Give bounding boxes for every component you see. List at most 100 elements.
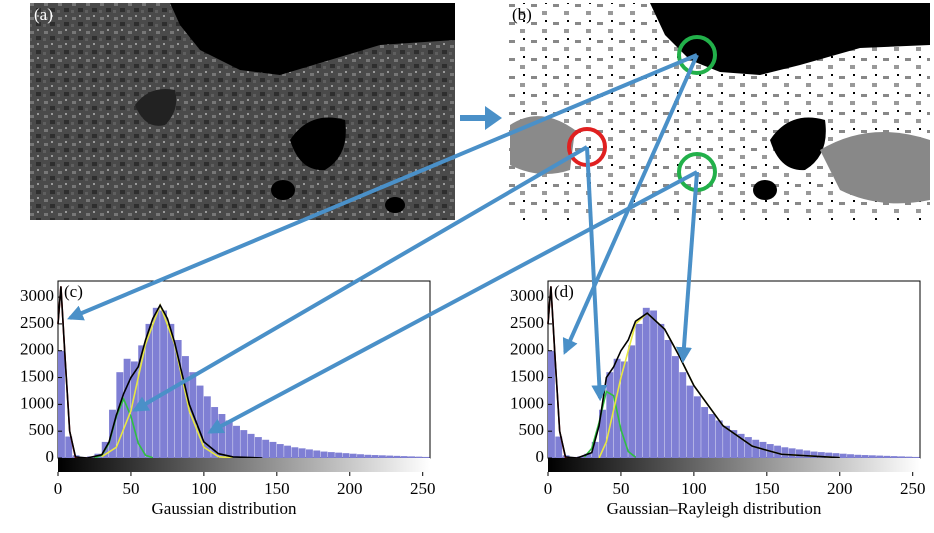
x-axis-label: Gaussian distribution — [152, 499, 297, 518]
y-tick-label: 1000 — [510, 393, 544, 412]
histogram-bar — [277, 444, 284, 458]
histogram-bar — [401, 456, 408, 458]
x-tick-label: 50 — [122, 479, 139, 498]
histogram-bar — [854, 455, 861, 458]
histogram-bar — [701, 407, 708, 458]
x-axis-label: Gaussian–Rayleigh distribution — [607, 499, 822, 518]
histogram-bar — [364, 455, 371, 458]
y-tick-label: 1500 — [20, 366, 54, 385]
histogram-bar — [284, 446, 291, 458]
histogram-bar — [869, 455, 876, 458]
histogram-bar — [672, 356, 679, 458]
histogram-bar — [840, 454, 847, 458]
y-tick-label: 0 — [46, 447, 55, 466]
histogram-bar — [233, 426, 240, 458]
histogram-bar — [847, 454, 854, 458]
histogram-bar — [657, 324, 664, 458]
histogram-bar — [708, 414, 715, 458]
histogram-bar — [313, 450, 320, 458]
x-tick-label: 100 — [681, 479, 707, 498]
histogram-bar — [891, 456, 898, 458]
histogram-bar — [876, 456, 883, 458]
x-tick-label: 150 — [264, 479, 290, 498]
histogram-bar — [803, 450, 810, 458]
histogram-bar — [781, 447, 788, 458]
histogram-bar — [240, 430, 247, 458]
y-tick-label: 2000 — [510, 340, 544, 359]
histogram-bar — [884, 456, 891, 458]
histogram-bar — [789, 448, 796, 458]
histogram-bar — [146, 324, 153, 458]
histogram-bar — [255, 437, 262, 458]
image-a: (a) — [30, 3, 455, 220]
histogram-bar — [796, 449, 803, 458]
histogram-bar — [694, 396, 701, 458]
y-tick-label: 2500 — [510, 313, 544, 332]
y-tick-label: 500 — [29, 420, 55, 439]
histogram-bar — [335, 453, 342, 458]
page: {"images": [{"label": "(a)"}, {"label": … — [0, 0, 934, 528]
histogram-bar — [905, 457, 912, 458]
histogram-bar — [226, 420, 233, 458]
histogram-bar — [270, 442, 277, 458]
y-tick-label: 0 — [536, 447, 545, 466]
histogram-bar — [321, 452, 328, 458]
y-tick-label: 3000 — [20, 286, 54, 305]
y-tick-label: 500 — [519, 420, 545, 439]
histogram-bar — [408, 456, 415, 458]
image-b: (b) — [508, 3, 930, 220]
histogram-bar — [342, 453, 349, 458]
x-tick-label: 50 — [612, 479, 629, 498]
histogram-bar — [394, 456, 401, 458]
histogram-bar — [423, 457, 430, 458]
x-tick-label: 0 — [54, 479, 63, 498]
histogram-bar — [687, 386, 694, 458]
image-label: (b) — [512, 5, 532, 24]
image-label: (a) — [34, 5, 53, 24]
histogram-bar — [299, 448, 306, 458]
histogram-bar — [372, 455, 379, 458]
histogram-bar — [650, 311, 657, 459]
histogram-bar — [643, 308, 650, 458]
histogram-bar — [291, 447, 298, 458]
histogram-bar — [379, 455, 386, 458]
histogram-bar — [160, 311, 167, 459]
histogram-bar — [679, 372, 686, 458]
colorbar — [58, 458, 430, 472]
figure: (a) (b) 05001000150020002500300005010015… — [0, 0, 934, 528]
histogram-bar — [218, 414, 225, 458]
histogram-bar — [716, 420, 723, 458]
x-tick-label: 250 — [410, 479, 436, 498]
histogram-bar — [248, 434, 255, 458]
histogram-bar — [628, 345, 635, 458]
x-tick-label: 200 — [827, 479, 853, 498]
x-tick-label: 150 — [754, 479, 780, 498]
histogram-bar — [306, 449, 313, 458]
histogram-bar — [745, 437, 752, 458]
x-tick-label: 250 — [900, 479, 926, 498]
histogram-bar — [636, 324, 643, 458]
x-tick-label: 0 — [544, 479, 553, 498]
histogram-bar — [415, 457, 422, 458]
process-arrow — [460, 106, 502, 130]
x-tick-label: 100 — [191, 479, 217, 498]
histogram-bar — [913, 457, 920, 458]
histogram-bar — [197, 386, 204, 458]
y-tick-label: 2500 — [20, 313, 54, 332]
histogram-bar — [328, 452, 335, 458]
histogram-bar — [898, 456, 905, 458]
y-tick-label: 1000 — [20, 393, 54, 412]
histogram-bar — [153, 308, 160, 458]
histogram-bar — [752, 440, 759, 458]
histogram-bar — [862, 455, 869, 458]
y-tick-label: 1500 — [510, 366, 544, 385]
histogram-bar — [665, 340, 672, 458]
panel-label: (d) — [554, 282, 574, 301]
colorbar — [548, 458, 920, 472]
histogram-bar — [350, 454, 357, 458]
y-tick-label: 3000 — [510, 286, 544, 305]
panel-label: (c) — [64, 282, 83, 301]
histogram-bar — [262, 440, 269, 458]
histogram-bar — [386, 456, 393, 458]
histogram-bar — [357, 454, 364, 458]
